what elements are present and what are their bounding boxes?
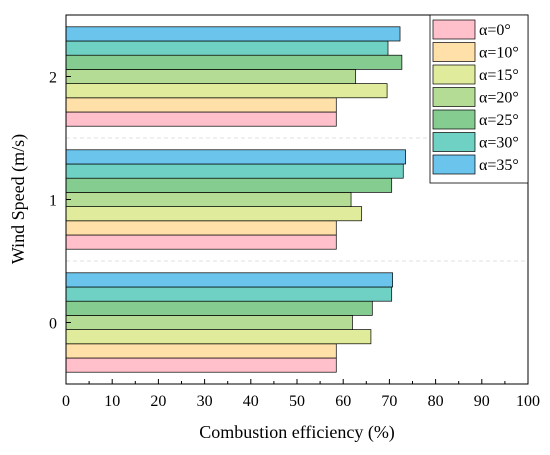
bar-α=30°-ws1 <box>65 163 404 179</box>
legend-label: α=30° <box>479 135 519 152</box>
bar-α=20°-ws2 <box>65 69 357 84</box>
bar-α=20°-ws0 <box>65 315 353 330</box>
bar-α=15°-ws0 <box>65 329 372 345</box>
bars-layer <box>65 26 406 373</box>
bar-α=0°-ws0 <box>65 357 337 373</box>
x-tick-label: 100 <box>516 393 540 410</box>
legend-label: α=20° <box>479 90 519 107</box>
x-tick-label: 70 <box>381 393 397 410</box>
legend-swatch <box>432 19 476 40</box>
x-tick-label: 30 <box>197 393 213 410</box>
legend-label: α=15° <box>479 67 519 84</box>
bar-α=25°-ws0 <box>65 300 373 316</box>
legend-swatch <box>432 109 476 130</box>
legend-label: α=35° <box>479 157 519 174</box>
bar-α=10°-ws1 <box>65 220 337 236</box>
y-axis-title: Wind Speed (m/s) <box>8 134 29 264</box>
legend-label: α=25° <box>479 112 519 129</box>
bar-α=0°-ws1 <box>65 234 337 250</box>
legend-label: α=0° <box>479 22 511 39</box>
legend-label: α=10° <box>479 45 519 62</box>
x-axis-title: Combustion efficiency (%) <box>199 422 395 443</box>
bar-α=30°-ws2 <box>65 40 389 56</box>
bar-α=30°-ws0 <box>65 286 393 302</box>
y-tick-label: 1 <box>49 193 57 210</box>
x-tick-label: 0 <box>62 393 70 410</box>
x-tick-label: 90 <box>474 393 490 410</box>
y-axis: 0 1 2 <box>49 70 71 333</box>
bar-α=15°-ws1 <box>65 206 363 222</box>
x-tick-label: 40 <box>243 393 259 410</box>
bar-α=0°-ws2 <box>65 111 337 127</box>
legend-swatch <box>432 64 476 85</box>
legend-swatch <box>432 154 476 175</box>
x-axis: 0 10 20 30 40 50 60 70 80 90 100 <box>62 379 540 410</box>
bar-α=25°-ws1 <box>65 177 393 193</box>
bar-α=10°-ws2 <box>65 97 337 113</box>
bar-α=15°-ws2 <box>65 83 388 99</box>
bar-α=35°-ws0 <box>65 272 393 288</box>
x-tick-label: 60 <box>335 393 351 410</box>
legend-swatch <box>432 42 476 62</box>
legend: α=0° α=10° α=15° α=20° α=25° α=30° α=35° <box>429 14 529 184</box>
x-tick-label: 50 <box>289 393 305 410</box>
bar-α=35°-ws2 <box>65 26 401 42</box>
y-tick-label: 0 <box>49 316 57 333</box>
x-tick-label: 20 <box>150 393 166 410</box>
legend-swatch <box>432 87 476 107</box>
x-tick-label: 10 <box>104 393 120 410</box>
legend-swatch <box>432 132 476 152</box>
bar-α=10°-ws0 <box>65 343 337 359</box>
bar-α=20°-ws1 <box>65 192 352 207</box>
x-tick-label: 80 <box>428 393 444 410</box>
y-tick-label: 2 <box>49 70 57 87</box>
bar-α=35°-ws1 <box>65 149 406 165</box>
bar-α=25°-ws2 <box>65 54 403 70</box>
